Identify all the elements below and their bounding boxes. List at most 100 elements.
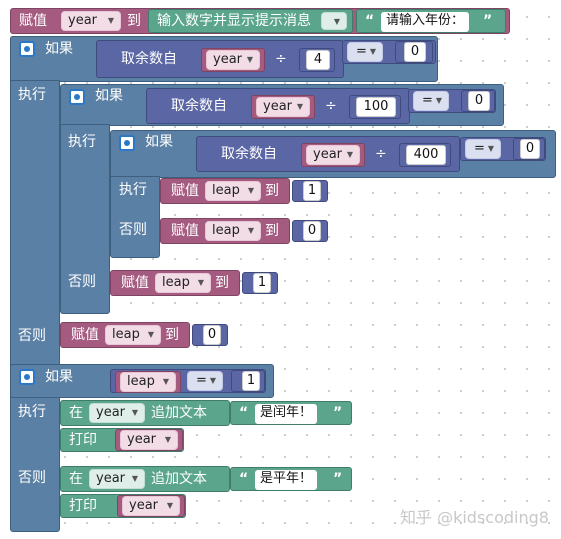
if-label: 如果 (145, 134, 173, 150)
leap-var-dropdown[interactable]: leap ▼ (205, 181, 261, 201)
year-var-dropdown[interactable]: year ▼ (89, 469, 145, 489)
compare-op-dropdown[interactable]: = ▼ (347, 42, 383, 62)
print-label: 打印 (69, 432, 97, 448)
print-label: 打印 (69, 498, 97, 514)
mutator-gear-icon[interactable] (19, 41, 35, 57)
prompt-label: 输入数字并显示提示消息 (157, 13, 311, 29)
num-block[interactable]: 0 (395, 41, 433, 63)
set-leap-block[interactable]: 赋值 leap ▼ 到 (60, 322, 190, 348)
to-label: 到 (265, 223, 279, 239)
year-get-block[interactable]: year ▼ (115, 429, 183, 451)
year-get-block[interactable]: year ▼ (201, 48, 265, 72)
mod100-remainder-block[interactable]: 取余数自 year ▼ ÷ 100 (146, 88, 410, 124)
dropdown-arrow-icon: ▼ (369, 47, 376, 56)
year-var-dropdown[interactable]: year ▼ (206, 50, 260, 70)
mutator-gear-icon[interactable] (69, 89, 85, 105)
num-block[interactable]: 400 (399, 143, 451, 167)
number-field[interactable]: 100 (356, 97, 396, 117)
number-field[interactable]: 0 (203, 325, 221, 345)
compare-op-text: = (196, 373, 207, 388)
set-leap-block[interactable]: 赋值 leap ▼ 到 (160, 218, 290, 244)
dropdown-arrow-icon: ▼ (247, 226, 254, 235)
text-literal-block[interactable]: “ 是闰年！ ” (230, 401, 352, 425)
dropdown-arrow-icon: ▼ (246, 55, 253, 64)
year-var-dropdown[interactable]: year ▼ (256, 97, 310, 117)
dropdown-arrow-icon: ▼ (247, 186, 254, 195)
close-quote-icon: ” (483, 13, 493, 29)
text-field[interactable]: 是平年！ (255, 470, 318, 490)
mod100-compare-block[interactable]: = ▼ 0 (408, 89, 496, 113)
else-label: 否则 (18, 328, 46, 344)
dropdown-arrow-icon: ▼ (333, 17, 340, 26)
number-field[interactable]: 4 (306, 50, 330, 70)
num-block[interactable]: 1 (242, 272, 278, 294)
number-field[interactable]: 400 (406, 145, 446, 165)
set-label: 赋值 (19, 13, 47, 29)
leap-get-block[interactable]: leap ▼ (115, 371, 181, 393)
num-block[interactable]: 0 (192, 324, 228, 346)
year-get-block[interactable]: year ▼ (117, 495, 185, 517)
set-leap-block[interactable]: 赋值 leap ▼ 到 (160, 178, 290, 204)
year-get-block[interactable]: year ▼ (301, 143, 365, 167)
text-literal-block[interactable]: “ 是平年！ ” (230, 467, 352, 491)
dropdown-arrow-icon: ▼ (296, 102, 303, 111)
leap-var-dropdown[interactable]: leap ▼ (105, 325, 161, 345)
number-field[interactable]: 0 (520, 139, 540, 159)
dropdown-arrow-icon: ▼ (131, 408, 138, 417)
year-var-dropdown[interactable]: year ▼ (89, 403, 145, 423)
year-var-text: year (263, 99, 293, 114)
number-field[interactable]: 1 (253, 273, 271, 293)
leap-var-dropdown[interactable]: leap ▼ (120, 372, 176, 392)
mod4-compare-block[interactable]: = ▼ 0 (342, 40, 436, 64)
num-block[interactable]: 0 (292, 220, 328, 242)
num-block[interactable]: 1 (231, 370, 265, 392)
compare-op-dropdown[interactable]: = ▼ (187, 371, 223, 391)
set-leap-block[interactable]: 赋值 leap ▼ 到 (110, 270, 240, 296)
year-var-dropdown[interactable]: year ▼ (122, 496, 180, 516)
number-field[interactable]: 1 (242, 371, 260, 391)
else-label: 否则 (68, 274, 96, 290)
leap-compare-block[interactable]: leap ▼ = ▼ 1 (110, 369, 266, 393)
dropdown-arrow-icon: ▼ (166, 501, 173, 510)
to-label: 到 (215, 275, 229, 291)
prompt-type-dropdown[interactable]: ▼ (321, 12, 347, 30)
year-var-dropdown[interactable]: year ▼ (120, 430, 178, 450)
open-quote-icon: “ (365, 13, 375, 29)
number-field[interactable]: 0 (468, 91, 490, 111)
mutator-gear-icon[interactable] (119, 135, 135, 151)
num-block[interactable]: 1 (292, 180, 328, 202)
number-field[interactable]: 0 (404, 42, 426, 62)
year-get-block[interactable]: year ▼ (251, 95, 315, 119)
dropdown-arrow-icon: ▼ (107, 16, 114, 25)
mod4-remainder-block[interactable]: 取余数自 year ▼ ÷ 4 (96, 40, 344, 78)
mod400-compare-block[interactable]: = ▼ 0 (460, 137, 546, 161)
mutator-gear-icon[interactable] (19, 369, 35, 385)
text-field[interactable]: 是闰年！ (255, 404, 318, 424)
prompt-block[interactable]: 输入数字并显示提示消息 ▼ (148, 9, 353, 33)
mod400-remainder-block[interactable]: 取余数自 year ▼ ÷ 400 (196, 136, 460, 172)
compare-op-dropdown[interactable]: = ▼ (413, 91, 449, 111)
num-block[interactable]: 100 (349, 95, 401, 119)
year-var-dropdown[interactable]: year ▼ (61, 11, 121, 31)
number-field[interactable]: 1 (303, 181, 321, 201)
num-block[interactable]: 4 (299, 48, 335, 72)
if-label: 如果 (95, 88, 123, 104)
append-text-block[interactable]: 在 year ▼ 追加文本 (60, 466, 230, 492)
append-text-block[interactable]: 在 year ▼ 追加文本 (60, 400, 230, 426)
num-block[interactable]: 0 (461, 90, 495, 112)
open-quote-icon: “ (239, 405, 249, 421)
remainder-label: 取余数自 (121, 51, 177, 67)
leap-var-text: leap (127, 374, 155, 389)
print-block[interactable]: 打印 year ▼ (60, 428, 184, 452)
leap-var-dropdown[interactable]: leap ▼ (205, 221, 261, 241)
dropdown-arrow-icon: ▼ (435, 96, 442, 105)
leap-var-dropdown[interactable]: leap ▼ (155, 273, 211, 293)
dropdown-arrow-icon: ▼ (197, 278, 204, 287)
print-block[interactable]: 打印 year ▼ (60, 494, 186, 518)
year-var-dropdown[interactable]: year ▼ (306, 145, 360, 165)
compare-op-dropdown[interactable]: = ▼ (465, 139, 501, 159)
number-field[interactable]: 0 (303, 221, 321, 241)
prompt-text-field[interactable]: 请输入年份： (381, 12, 470, 32)
num-block[interactable]: 0 (513, 138, 545, 160)
prompt-text-block[interactable]: “ 请输入年份： ” (356, 9, 506, 33)
